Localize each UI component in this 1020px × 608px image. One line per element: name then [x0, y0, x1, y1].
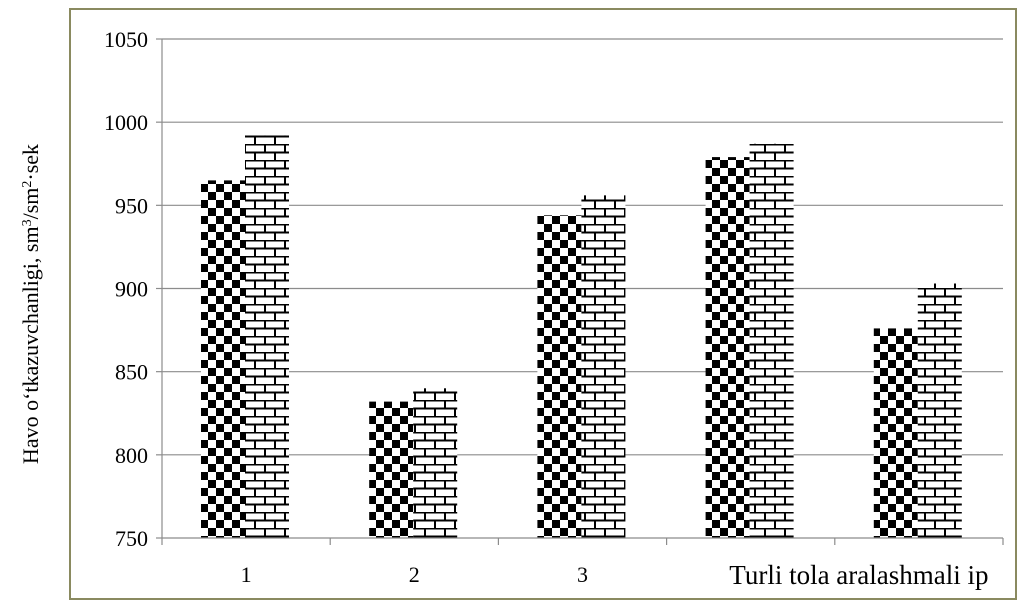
y-axis-label-sup1: 3	[20, 219, 35, 226]
grid	[162, 38, 1003, 456]
y-tick-label: 850	[115, 360, 148, 385]
bar	[369, 401, 414, 538]
bar	[413, 388, 458, 538]
bar	[537, 215, 582, 538]
bar	[245, 135, 289, 538]
bars	[201, 135, 962, 539]
y-axis-label: Havo o‘tkazuvchanligi, sm3/sm2·sek	[18, 144, 43, 464]
y-tick-label: 1000	[104, 110, 148, 135]
y-tick-label: 800	[115, 443, 148, 468]
y-tick-label: 1050	[104, 27, 148, 52]
bar	[201, 180, 245, 538]
bar	[917, 283, 962, 538]
category-labels: 1 2 3 Turli tola aralashmali ip	[241, 560, 989, 590]
bar	[581, 195, 626, 538]
plot-frame	[69, 8, 1017, 600]
bar	[873, 328, 918, 538]
y-tick-label: 750	[115, 526, 148, 551]
y-axis-label-sup2: 2	[20, 181, 35, 188]
bar	[749, 143, 794, 539]
x-category-label: 3	[577, 562, 588, 587]
bar	[705, 157, 750, 538]
axes	[156, 38, 1004, 545]
x-category-label: 1	[241, 562, 252, 587]
x-category-label: Turli tola aralashmali ip	[729, 560, 988, 590]
x-category-label: 2	[409, 562, 420, 587]
y-tick-label: 950	[115, 193, 148, 218]
tick-labels: 750 800 850 900 950 1000 1050	[104, 27, 148, 551]
y-tick-label: 900	[115, 277, 148, 302]
